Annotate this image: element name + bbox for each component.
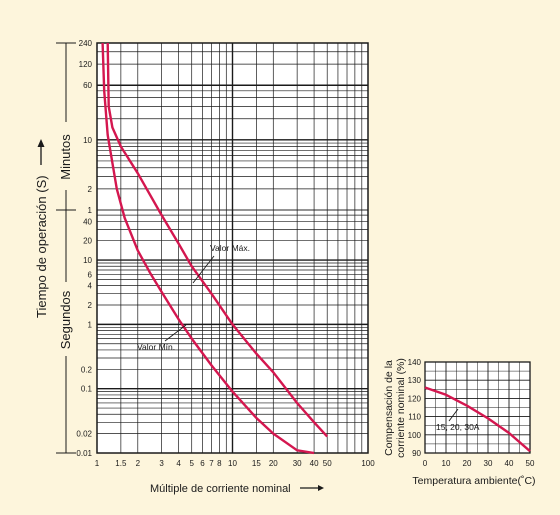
x-tick-label: 1.5 [115,459,127,468]
y-tick-label-seconds: 4 [88,282,93,291]
inset-chart: 0 10 20 30 40 50 90 100 110 120 130 140 15, 20, 30A… [383,358,536,487]
x-tick-label: 15 [252,459,261,468]
main-chart: 1 1.5 2 3 4 5 6 7 8 10 15 20 30 40 50 10024012060102140… [34,39,375,495]
x-tick-label: 20 [269,459,278,468]
y-axis-label: Tiempo de operación (S) [34,175,49,318]
inset-x-tick-label: 30 [484,459,493,468]
x-tick-label: 4 [176,459,181,468]
inset-y-tick-label: 120 [408,394,422,403]
y-tick-label-minutes: 240 [79,39,93,48]
inset-y-axis-label-line-1: Compensación de la [383,360,395,456]
y-tick-label-seconds: 1 [88,320,93,329]
main-curves [101,42,329,455]
x-axis-arrow-head [318,485,324,491]
y-tick-label-seconds: 20 [83,237,92,246]
annotation-valor-max-leader [192,255,215,284]
y-tick-label-minutes: 1 [88,206,93,215]
inset-x-tick-label: 40 [505,459,514,468]
inset-x-axis-label: Temperatura ambiente(˚C) [412,475,535,487]
annotation-valor-max: Valor Máx. [210,243,250,253]
inset-y-tick-label: 110 [408,413,421,422]
x-tick-label: 30 [293,459,302,468]
inset-curve-line [424,386,531,453]
y-tick-label-minutes: 10 [83,136,92,145]
inset-x-tick-label: 20 [463,459,472,468]
y-tick-label-seconds: 0.01 [76,449,92,458]
main-grid [96,42,369,454]
inset-y-tick-label: 130 [408,376,422,385]
y-axis-arrow-head [37,139,45,147]
curve-valor-min [101,42,315,455]
inset-series-leader [448,408,459,422]
x-tick-label: 10 [228,459,237,468]
y-tick-label-minutes: 120 [79,60,93,69]
seconds-label: Segundos [58,290,73,349]
inset-tick-labels: 0 10 20 30 40 50 90 100 110 120 130 140 [408,358,535,468]
y-tick-label-seconds: 40 [83,217,92,226]
minutes-label: Minutos [58,134,73,180]
inset-series-label: 15, 20, 30A [436,422,480,432]
curve-valor-max [106,42,329,438]
x-tick-label: 6 [200,459,205,468]
inset-y-tick-label: 90 [412,449,421,458]
inset-y-axis-label-line-2: corriente nominal (%) [395,358,407,458]
main-tick-labels: 1 1.5 2 3 4 5 6 7 8 10 15 20 30 40 50 10024012060102140… [76,39,375,468]
inset-x-tick-label: 0 [423,459,428,468]
x-tick-label: 7 [209,459,214,468]
main-axis-decorations [56,42,76,454]
x-tick-label: 3 [159,459,164,468]
x-tick-label: 5 [189,459,194,468]
y-tick-label-minutes: 2 [88,185,93,194]
inset-y-tick-label: 100 [408,431,422,440]
x-tick-label: 40 [310,459,319,468]
x-tick-label: 2 [136,459,141,468]
y-tick-label-seconds: 2 [88,301,93,310]
x-tick-label: 1 [95,459,100,468]
inset-x-tick-label: 10 [442,459,451,468]
x-tick-label: 8 [217,459,222,468]
annotation-valor-min: Valor Mín. [137,342,175,352]
annotation-valor-min-leader [164,324,187,342]
y-tick-label-seconds: 10 [83,256,92,265]
inset-curve [424,386,531,453]
y-tick-label-seconds: 0.02 [76,430,92,439]
x-axis-label: Múltiple de corriente nominal [150,483,291,495]
inset-x-tick-label: 50 [526,459,535,468]
y-tick-label-seconds: 0.1 [81,385,93,394]
inset-y-tick-label: 140 [408,358,422,367]
y-tick-label-minutes: 60 [83,81,92,90]
y-tick-label-seconds: 6 [88,270,93,279]
inset-grid [424,361,531,454]
x-tick-label: 100 [361,459,375,468]
y-tick-label-seconds: 0.2 [81,365,93,374]
x-tick-label: 50 [323,459,332,468]
